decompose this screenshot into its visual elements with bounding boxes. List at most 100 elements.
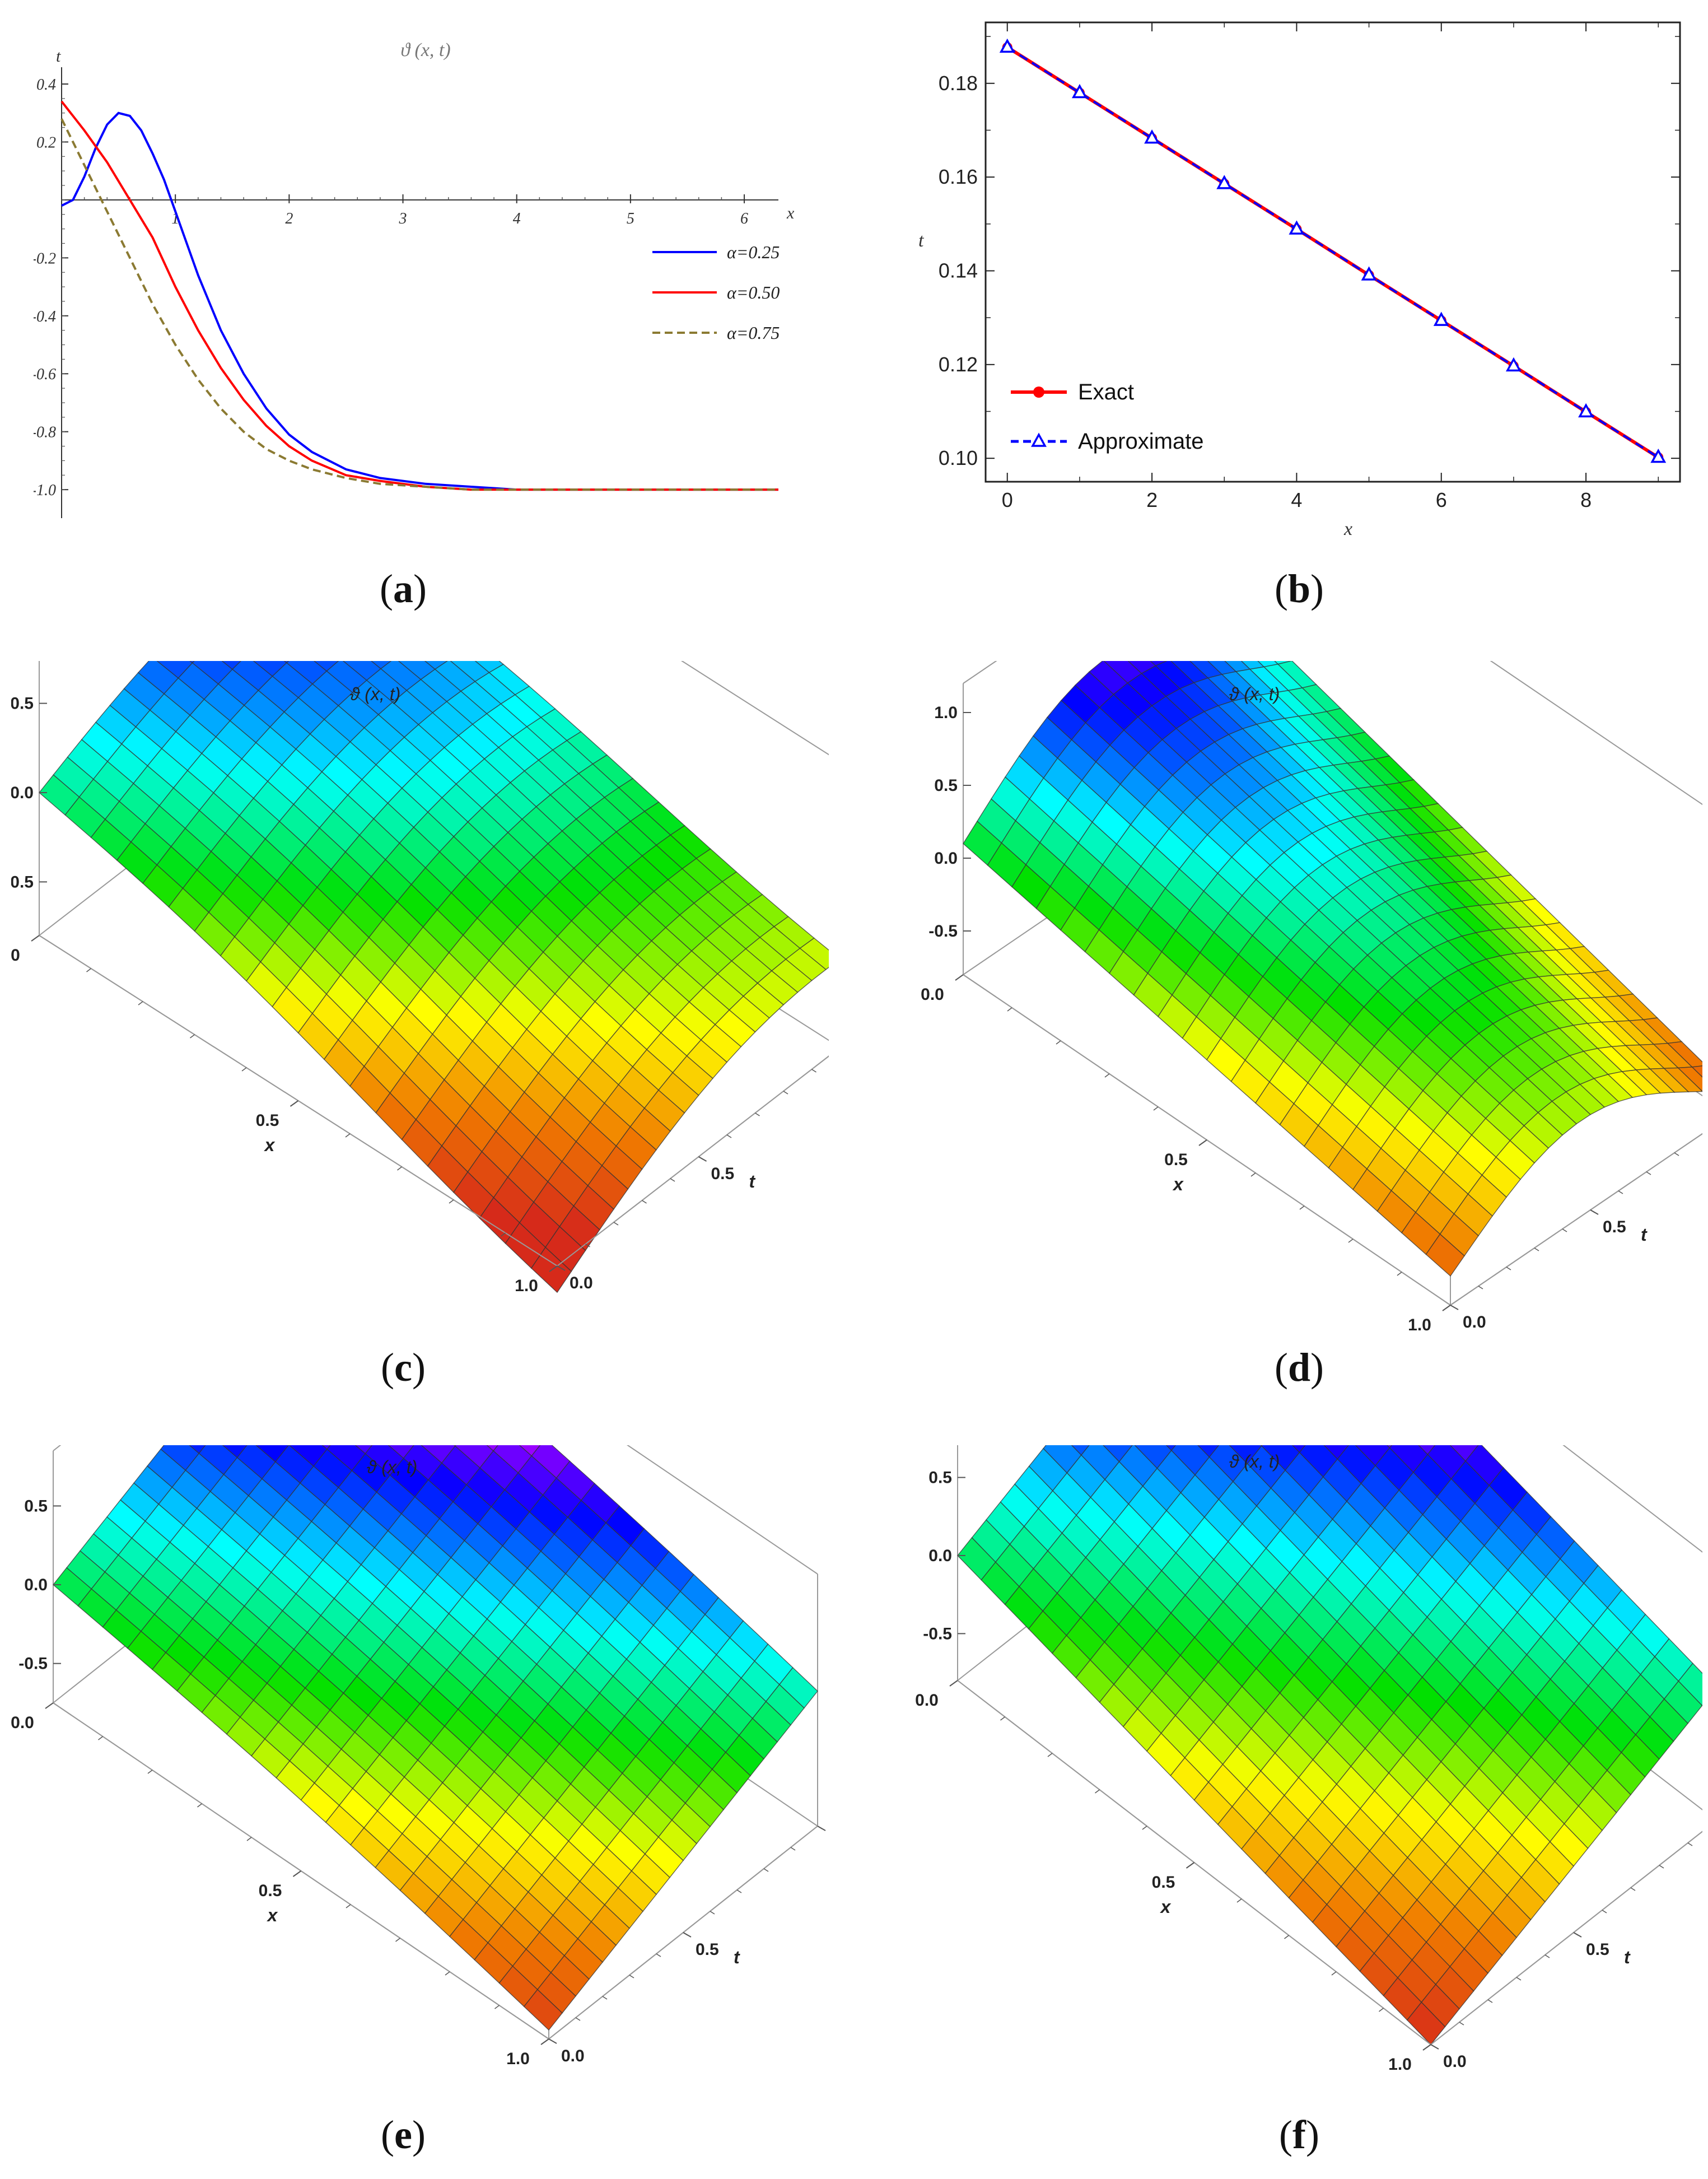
chart-a-ytick-label: -0.6: [34, 366, 56, 383]
chart-b-ylabel: t: [918, 230, 925, 251]
chart-f-xtick-mark: [949, 1680, 958, 1687]
chart-b-point-approximate: [1144, 129, 1160, 144]
chart-c-ttick-label: 0.0: [570, 1274, 593, 1292]
chart-d-ttick-minor: [1478, 1286, 1483, 1289]
chart-a-ytick-label: 0.4: [36, 76, 56, 94]
caption-d: (d): [1274, 1345, 1324, 1390]
chart-a-series-line-2: [60, 118, 778, 491]
chart-b-xtick-label: 8: [1580, 488, 1592, 511]
chart-a-title: ϑ (x, t): [400, 40, 450, 60]
chart-d-ztick-label: 1.0: [934, 704, 958, 722]
chart-e-xtick-minor: [395, 1938, 400, 1942]
chart-a-ytick-label: -0.2: [34, 250, 56, 267]
chart-d-ttick-minor: [1674, 1152, 1679, 1156]
chart-f-ztick-label: 0.0: [928, 1547, 952, 1565]
chart-c-xtick-label: 1.0: [515, 1277, 538, 1295]
chart-e-ttick-minor: [656, 1953, 661, 1957]
chart-d-ztick-label: 0.0: [934, 849, 958, 868]
chart-d-xtick-minor: [1299, 1205, 1305, 1210]
chart-d-xtick-label: 0.5: [1164, 1151, 1188, 1169]
chart-d-ttick-minor: [1506, 1267, 1511, 1270]
chart-d-xtick-minor: [1153, 1106, 1159, 1111]
chart-c-tlabel: t: [749, 1171, 756, 1191]
chart-d-ztick-label: -0.5: [928, 922, 958, 940]
chart-c-ttick-minor: [698, 1156, 703, 1160]
chart-a-ytick-label: 0.2: [36, 134, 56, 151]
chart-e-xtick-minor: [246, 1837, 252, 1841]
chart-c-xtick-minor: [293, 1100, 298, 1105]
chart-f-ztick-label: -0.5: [923, 1624, 952, 1643]
chart-c-xtick-minor: [138, 1001, 143, 1005]
caption-b: (b): [1274, 566, 1324, 611]
chart-e-xtick-minor: [197, 1803, 202, 1808]
chart-d-ttick-label: 0.5: [1603, 1218, 1626, 1236]
chart-c-xtick-mark: [31, 935, 40, 942]
chart-c-xtick-minor: [397, 1166, 402, 1171]
chart-f-xtick-minor: [1189, 1862, 1194, 1866]
chart-e-ttick-minor: [817, 1826, 823, 1829]
chart-c-ttick-minor: [755, 1112, 760, 1116]
chart-d-xtick-label: 0.0: [921, 985, 944, 1004]
chart-b-point-approximate: [1071, 83, 1088, 99]
chart-a-legend-label: α=0.25: [727, 242, 780, 262]
chart-a-axes: 1 2 3 4 5 60.40.2-0.2-0.4-0.6-0.8-1.0: [34, 67, 778, 518]
chart-a-series-group: [60, 100, 778, 491]
chart-e-ttick-minor: [575, 2017, 581, 2021]
chart-c-ttick-minor: [613, 1222, 619, 1226]
chart-e-title: ϑ (x, t): [367, 1457, 417, 1477]
chart-b-point-approximate: [999, 38, 1015, 53]
chart-f-xtick-label: 1.0: [1388, 2055, 1412, 2074]
chart-d-ttick-minor: [1618, 1190, 1623, 1194]
chart-e-xtick-minor: [296, 1870, 301, 1875]
chart-c-xtick-minor: [449, 1199, 454, 1204]
caption-f: (f): [1279, 2112, 1319, 2157]
chart-d-ttick-label: 0.0: [1463, 1313, 1486, 1331]
chart-e-ttick-label: 0.0: [561, 2047, 585, 2065]
chart-e-xtick-minor: [494, 2005, 500, 2009]
chart-b-legend-marker-approximate: [1031, 432, 1047, 447]
chart-f-ttick-label: 0.5: [1586, 1940, 1609, 1959]
chart-b-xtick-label: 4: [1291, 488, 1302, 511]
chart-e-surface-cell: [321, 1445, 331, 1450]
chart-e-ttick-minor: [602, 1996, 608, 2000]
chart-f-tlabel: t: [1624, 1947, 1631, 1967]
chart-c-ttick-label: 0.5: [711, 1165, 735, 1183]
chart-a-series-line-1: [60, 100, 778, 491]
chart-c-box-edge: [680, 661, 829, 756]
chart-e-xtick-label: 0.0: [11, 1714, 34, 1732]
chart-b-legend-marker-exact: [1033, 387, 1044, 398]
chart-a-xtick-label: 6: [740, 210, 748, 227]
chart-b-axes: 0 2 4 6 8 0.10 0.12 0.14 0.16 0.18: [939, 21, 1681, 511]
chart-e-surface-cell: [523, 1989, 563, 2031]
chart-d-tlabel: t: [1641, 1224, 1648, 1245]
chart-b-ytick-label: 0.16: [939, 165, 978, 188]
chart-b-xtick-label: 2: [1146, 488, 1158, 511]
chart-e-ttick-mark: [548, 2038, 557, 2044]
chart-e-ztick-label: -0.5: [18, 1655, 48, 1673]
chart-c-xtick-minor: [345, 1133, 351, 1138]
chart-b-point-approximate: [1578, 403, 1594, 418]
chart-b-series-line-approximate: [1006, 46, 1659, 459]
chart-f-xtick-minor: [1095, 1789, 1100, 1794]
chart-f-ttick-label: 0.0: [1443, 2052, 1467, 2071]
chart-c-xtick-minor: [86, 968, 91, 972]
chart-e-ttick-minor: [710, 1911, 715, 1915]
chart-a-ytick-label: -1.0: [34, 482, 56, 499]
chart-c-xtick-label: 0.5: [256, 1111, 279, 1130]
chart-b-ytick-label: 0.10: [939, 446, 978, 469]
chart-a-xtick-label: 4: [513, 210, 521, 227]
chart-b-point-approximate: [1216, 175, 1233, 189]
chart-d-xtick-minor: [1445, 1305, 1451, 1309]
chart-d-xtick-minor: [1348, 1239, 1354, 1243]
chart-c-ttick-minor: [811, 1069, 816, 1073]
chart-e-ttick-minor: [763, 1868, 769, 1872]
chart-e-xlabel: x: [267, 1905, 278, 1925]
chart-d-ttick-minor: [1646, 1171, 1651, 1175]
chart-d-ttick-minor: [1590, 1209, 1595, 1213]
chart-f-xtick-minor: [1142, 1826, 1147, 1830]
chart-a-xtick-label: 3: [399, 210, 407, 227]
chart-b-xtick-label: 0: [1002, 488, 1013, 511]
chart-e-xtick-label: 0.5: [259, 1882, 282, 1900]
chart-b-legend-label: Approximate: [1078, 429, 1204, 454]
chart-f-xtick-minor: [1426, 2044, 1431, 2048]
